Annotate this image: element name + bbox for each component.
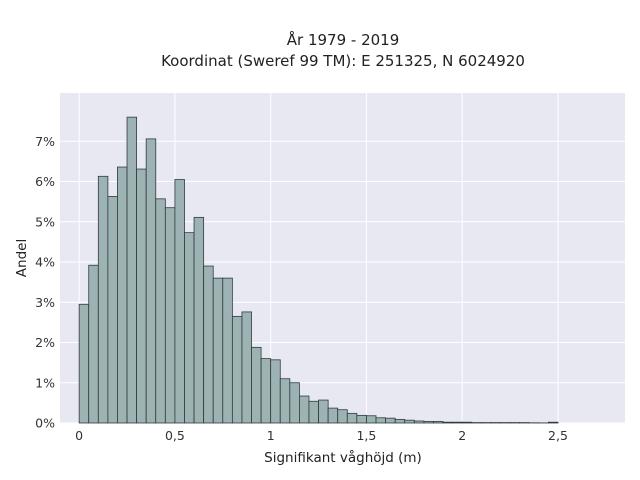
y-axis-ticks: 0% 1% 2% 3% 4% 5% 6% 7% [35, 134, 55, 431]
x-tick-label: 2,5 [548, 428, 568, 443]
histogram-bar [337, 409, 348, 424]
histogram-bar [97, 175, 109, 424]
histogram-bar [442, 421, 454, 424]
histogram-bar [385, 417, 396, 424]
histogram-bar [461, 421, 473, 424]
histogram-bar [346, 412, 358, 424]
histogram-bar [126, 116, 138, 424]
histogram-bar [318, 399, 329, 424]
histogram-bar [547, 421, 559, 424]
histogram-bar [423, 420, 434, 424]
histogram-bar [203, 265, 214, 424]
histogram-bar [88, 264, 99, 424]
histogram-bar [107, 196, 118, 424]
histogram-bar [251, 346, 262, 424]
histogram-bar [231, 315, 243, 424]
histogram-bar [452, 421, 463, 424]
y-tick-label: 7% [35, 134, 55, 149]
x-tick-label: 2 [458, 428, 466, 443]
y-tick-label: 2% [35, 335, 55, 350]
histogram-bar [413, 420, 425, 424]
x-tick-label: 1 [267, 428, 275, 443]
histogram-bar [155, 198, 166, 424]
y-tick-label: 1% [35, 375, 55, 390]
histogram-bar [327, 407, 339, 424]
x-tick-label: 0 [75, 428, 83, 443]
histogram-bar [136, 168, 147, 424]
y-tick-label: 6% [35, 174, 55, 189]
x-axis-ticks: 0 0,5 1 1,5 2 2,5 [75, 428, 568, 443]
histogram-bar [299, 395, 310, 424]
y-tick-label: 3% [35, 295, 55, 310]
histogram-bar [164, 207, 176, 424]
histogram-bar [78, 303, 90, 424]
y-tick-label: 4% [35, 255, 55, 270]
histogram-bar [270, 359, 281, 424]
bars-group [78, 116, 559, 424]
histogram-bar [404, 419, 415, 424]
histogram-bar [222, 277, 233, 424]
y-axis-label: Andel [14, 239, 30, 277]
y-tick-label: 5% [35, 214, 55, 229]
histogram-bar [212, 277, 224, 424]
histogram-bar [145, 138, 157, 424]
histogram-bar [117, 166, 128, 424]
histogram-bar [260, 358, 272, 424]
y-tick-label: 0% [35, 416, 55, 431]
histogram-bar [308, 400, 319, 424]
x-tick-label: 0,5 [165, 428, 185, 443]
histogram-bar [433, 420, 444, 424]
histogram-bar [375, 417, 386, 424]
histogram-bar [241, 311, 252, 424]
histogram-bar [279, 378, 291, 424]
histogram-bar [193, 216, 205, 424]
histogram-bar [289, 382, 300, 424]
histogram-bar [184, 232, 195, 424]
chart-subtitle: Koordinat (Sweref 99 TM): E 251325, N 60… [161, 52, 525, 70]
histogram-bar [356, 414, 367, 424]
histogram-bar [366, 415, 377, 424]
chart-title: År 1979 - 2019 [287, 30, 400, 49]
x-tick-label: 1,5 [356, 428, 376, 443]
histogram-bar [394, 418, 406, 424]
histogram-bar [174, 179, 185, 424]
x-axis-label: Signifikant våghöjd (m) [264, 449, 422, 466]
